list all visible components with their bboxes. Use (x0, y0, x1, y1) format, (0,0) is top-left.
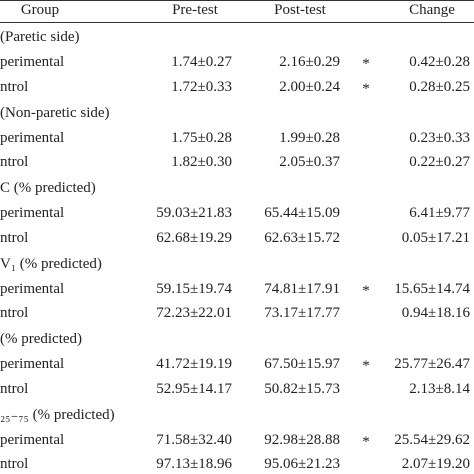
group-cell: perimental (0, 431, 65, 448)
section-label: (Paretic side) (0, 29, 80, 45)
pre-test-cell: 59.15±19.74 (156, 280, 232, 297)
header-rule (0, 22, 474, 23)
change-cell: 0.42±0.28 (409, 54, 470, 70)
group-cell: ntrol (0, 380, 29, 397)
column-header: Pre-test (172, 2, 218, 18)
significance-mark: * (362, 433, 370, 450)
group-cell: ntrol (0, 456, 29, 472)
column-header: Post-test (274, 2, 326, 18)
change-cell: 0.05±17.21 (401, 229, 470, 246)
pre-test-cell: 72.23±22.01 (156, 305, 232, 321)
pre-test-cell: 1.82±0.30 (171, 154, 232, 170)
post-test-cell: 50.82±15.73 (264, 380, 340, 397)
change-cell: 25.54±29.62 (394, 431, 470, 448)
section-label: (% predicted) (0, 331, 83, 347)
section-label: C (% predicted) (0, 180, 96, 196)
group-cell: perimental (0, 205, 65, 221)
change-cell: 2.07±19.20 (401, 456, 470, 472)
post-test-cell: 92.98±28.88 (264, 431, 340, 448)
column-header: Group (20, 2, 60, 18)
section-label: V₁ (% predicted) (0, 255, 102, 272)
post-test-cell: 65.44±15.09 (264, 205, 340, 221)
top-rule (0, 0, 474, 1)
significance-mark: * (362, 80, 370, 97)
section-label: ₂₅₋₇₅ (% predicted) (0, 406, 115, 423)
pre-test-cell: 59.03±21.83 (156, 205, 232, 221)
significance-mark: * (362, 358, 370, 374)
post-test-cell: 74.81±17.91 (264, 280, 340, 297)
column-header: Change (409, 2, 455, 18)
post-test-cell: 2.16±0.29 (279, 54, 340, 70)
significance-mark: * (362, 56, 370, 72)
post-test-cell: 2.05±0.37 (279, 154, 340, 170)
post-test-cell: 1.99±0.28 (279, 129, 340, 146)
pre-test-cell: 1.72±0.33 (171, 78, 232, 95)
pre-test-cell: 1.75±0.28 (171, 129, 232, 146)
section-label: (Non-paretic side) (0, 104, 110, 121)
significance-mark: * (362, 282, 370, 299)
change-cell: 0.22±0.27 (409, 154, 470, 170)
pre-test-cell: 1.74±0.27 (171, 54, 232, 70)
group-cell: ntrol (0, 229, 29, 246)
group-cell: perimental (0, 280, 65, 297)
change-cell: 6.41±9.77 (409, 205, 470, 221)
pre-test-cell: 97.13±18.96 (156, 456, 232, 472)
post-test-cell: 2.00±0.24 (279, 78, 340, 95)
post-test-cell: 67.50±15.97 (264, 356, 340, 372)
change-cell: 15.65±14.74 (394, 280, 470, 297)
pre-test-cell: 62.68±19.29 (156, 229, 232, 246)
group-cell: ntrol (0, 154, 29, 170)
pre-test-cell: 41.72±19.19 (156, 356, 232, 372)
change-cell: 0.23±0.33 (409, 129, 470, 146)
change-cell: 0.28±0.25 (409, 78, 470, 95)
pre-test-cell: 71.58±32.40 (156, 431, 232, 448)
change-cell: 25.77±26.47 (394, 356, 470, 372)
group-cell: ntrol (0, 305, 29, 321)
group-cell: perimental (0, 356, 65, 372)
post-test-cell: 95.06±21.23 (264, 456, 340, 472)
post-test-cell: 62.63±15.72 (264, 229, 340, 246)
change-cell: 2.13±8.14 (409, 380, 470, 397)
change-cell: 0.94±18.16 (401, 305, 470, 321)
pre-test-cell: 52.95±14.17 (156, 380, 232, 397)
group-cell: ntrol (0, 78, 29, 95)
group-cell: perimental (0, 129, 65, 146)
post-test-cell: 73.17±17.77 (264, 305, 340, 321)
group-cell: perimental (0, 54, 65, 70)
